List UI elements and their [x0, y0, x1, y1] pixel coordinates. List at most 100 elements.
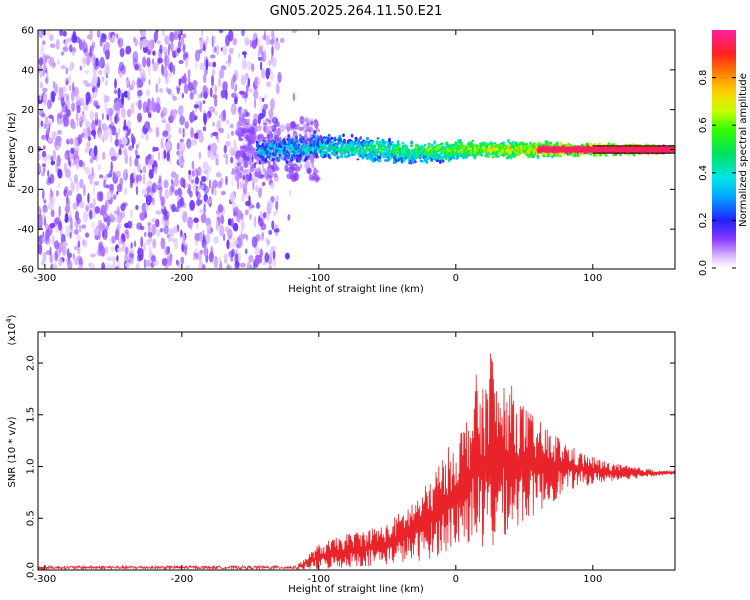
spectrogram-cell — [188, 169, 191, 176]
spectrogram-cell — [279, 161, 283, 164]
spectrogram-cell — [210, 133, 213, 138]
spectrogram-cell — [173, 30, 179, 41]
spectrogram-cell — [147, 222, 152, 227]
spectrogram-cell — [223, 233, 226, 242]
spectrogram-cell — [242, 156, 250, 163]
spectrogram-cell — [99, 37, 104, 47]
spectrogram-cell — [206, 198, 213, 205]
spectrogram-ytick-label: -60 — [18, 265, 34, 276]
spectrogram-cell — [271, 116, 278, 125]
spectrogram-cell — [199, 62, 206, 71]
spectrogram-cell — [56, 145, 60, 150]
spectrogram-cell — [89, 110, 94, 121]
spectrogram-cell — [304, 117, 310, 123]
spectrogram-cell — [437, 143, 440, 147]
spectrogram-cell — [195, 168, 199, 179]
spectrogram-cell — [309, 150, 313, 154]
spectrogram-cell — [275, 83, 280, 95]
spectrogram-cell — [97, 133, 101, 139]
spectrogram-cell — [71, 50, 76, 56]
spectrogram-cell — [43, 207, 48, 213]
spectrogram-cell — [130, 242, 133, 250]
snr-series-line — [38, 353, 675, 570]
spectrogram-cell — [87, 192, 90, 204]
spectrogram-cell — [106, 191, 112, 200]
spectrogram-cell — [58, 205, 61, 217]
spectrogram-cell — [233, 139, 237, 149]
spectrogram-cell — [168, 237, 172, 242]
spectrogram-cell — [82, 211, 89, 223]
spectrogram-cell — [238, 137, 244, 142]
spectrogram-cell — [251, 63, 255, 72]
spectrogram-cell — [267, 199, 273, 211]
spectrogram-cell — [151, 255, 156, 262]
spectrogram-cell — [90, 253, 96, 258]
spectrogram-cell — [77, 134, 82, 145]
spectrogram-cell — [74, 228, 79, 235]
spectrogram-cell — [441, 159, 445, 163]
spectrogram-cell — [135, 144, 139, 150]
snr-frame — [37, 331, 676, 571]
spectrogram-cell — [353, 143, 357, 146]
spectrogram-cell — [85, 98, 89, 106]
spectrogram-cell — [128, 247, 135, 254]
spectrogram-cell — [241, 192, 245, 203]
spectrogram-cell — [117, 260, 121, 269]
spectrogram-cell — [194, 232, 201, 242]
spectrogram-cell — [111, 125, 117, 136]
spectrogram-cell — [93, 145, 98, 157]
spectrogram-cell — [314, 173, 320, 183]
spectrogram-cell — [170, 178, 174, 185]
spectrogram-cell — [263, 48, 267, 61]
spectrogram-cell — [268, 155, 271, 160]
spectrogram-cell — [220, 110, 227, 123]
spectrogram-cell — [255, 140, 259, 144]
spectrogram-cell — [66, 138, 70, 145]
spectrogram-cell — [42, 163, 46, 168]
spectrogram-cell — [51, 131, 57, 140]
spectrogram-cell — [302, 144, 306, 149]
spectrogram-cell — [268, 265, 272, 269]
spectrogram-cell — [491, 155, 495, 159]
spectrogram-cell — [176, 48, 181, 54]
spectrogram-cell — [45, 250, 51, 256]
spectrogram-cell — [52, 263, 58, 269]
spectrogram-cell — [291, 137, 295, 141]
spectrogram-cell — [430, 143, 434, 147]
spectrogram-cell — [42, 150, 47, 158]
spectrogram-cell — [184, 52, 188, 60]
spectrogram-cell — [129, 155, 132, 168]
spectrogram-cell — [312, 134, 316, 139]
spectrogram-cell — [66, 248, 70, 258]
spectrogram-tone-line — [538, 146, 675, 153]
spectrogram-cell — [180, 229, 183, 238]
spectrogram-cell — [159, 227, 164, 233]
spectrogram-cell — [137, 253, 142, 262]
spectrogram-cell — [427, 142, 431, 145]
spectrogram-cell — [455, 150, 458, 155]
spectrogram-cell — [119, 47, 125, 58]
spectrogram-cell — [225, 175, 228, 186]
spectrogram-cell — [89, 45, 92, 58]
spectrogram-cell — [86, 55, 90, 66]
spectrogram-cell — [158, 77, 161, 85]
spectrogram-cell — [350, 133, 354, 138]
spectrogram-cell — [433, 140, 436, 145]
spectrogram-cell — [185, 57, 189, 68]
spectrogram-cell — [66, 259, 73, 269]
spectrogram-cell — [180, 75, 187, 84]
spectrogram-cell — [91, 90, 98, 99]
spectrogram-cell — [282, 148, 286, 153]
spectrogram-cell — [203, 193, 208, 202]
spectrogram-cell — [148, 39, 154, 52]
spectrogram-cell — [125, 80, 130, 86]
spectrogram-cell — [176, 142, 181, 151]
spectrogram-cell — [164, 210, 170, 220]
spectrogram-cell — [55, 135, 62, 142]
spectrogram-cell — [85, 232, 90, 238]
spectrogram-cell — [106, 113, 110, 121]
spectrogram-cell — [117, 213, 121, 226]
spectrogram-cell — [76, 234, 82, 241]
spectrogram-cell — [191, 160, 195, 170]
spectrogram-cell — [162, 30, 165, 38]
